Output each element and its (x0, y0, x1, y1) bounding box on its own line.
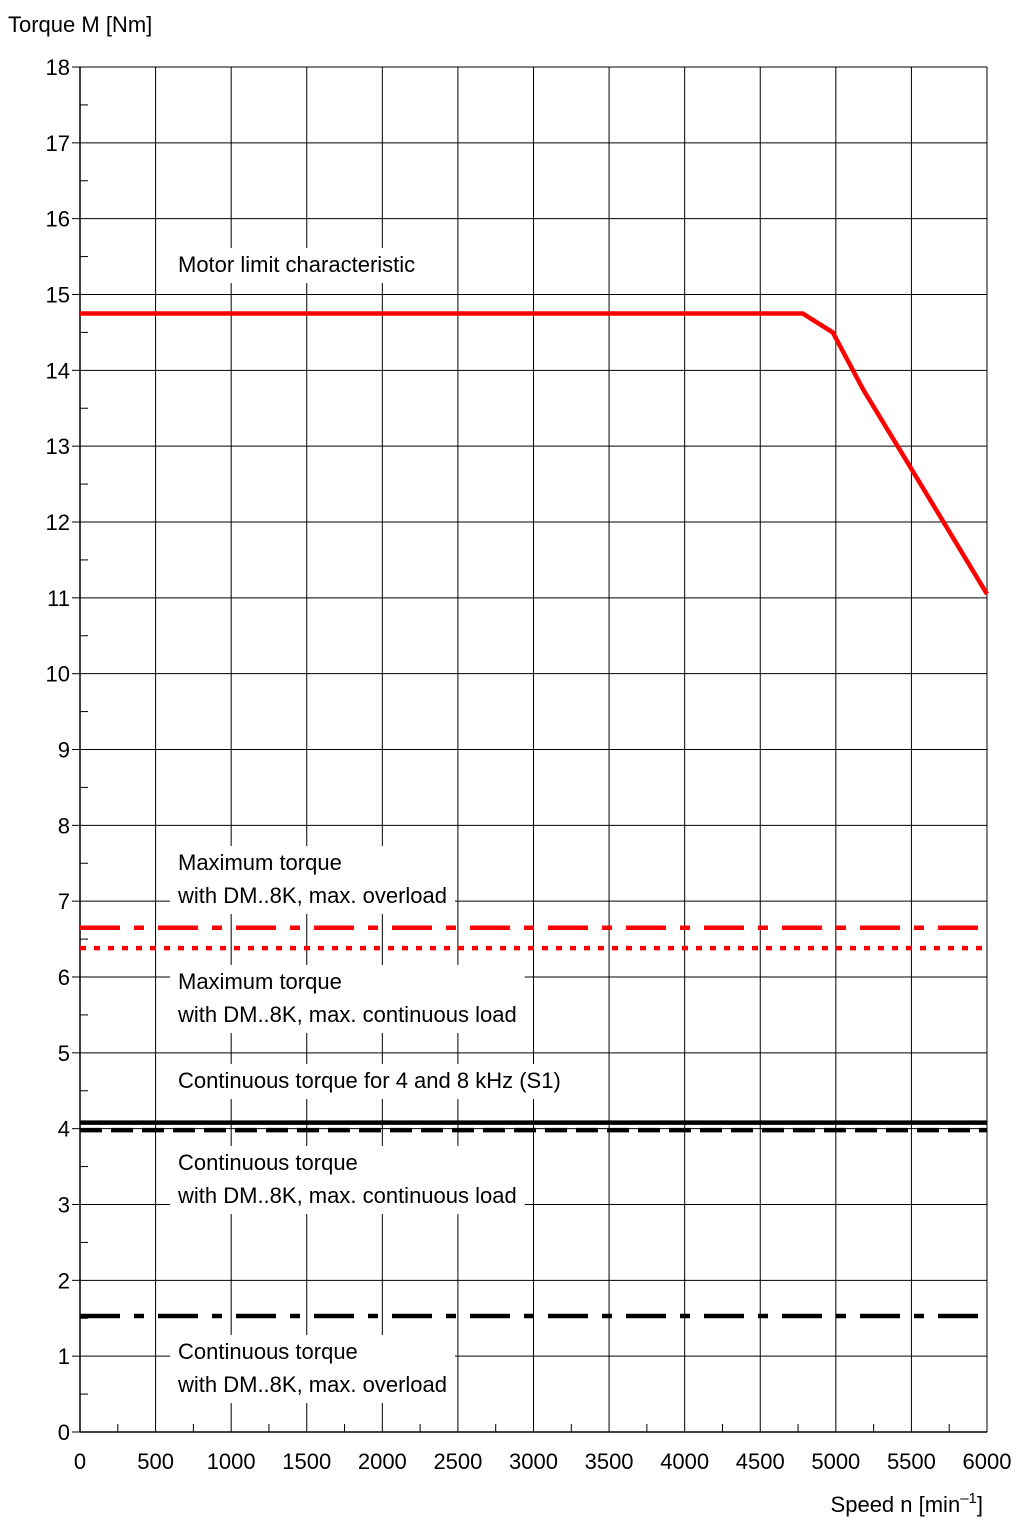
x-axis-title-sup: –1 (960, 1490, 977, 1507)
annotation-line: with DM..8K, max. overload (177, 1372, 447, 1397)
y-tick-label: 12 (46, 510, 70, 535)
y-tick-label: 9 (58, 738, 70, 763)
y-tick-label: 1 (58, 1344, 70, 1369)
x-tick-labels: 0 500 1000 1500 2000 2500 3000 3500 4000 4500 5000… (74, 1449, 1012, 1474)
annotation-line: Maximum torque (178, 850, 342, 875)
annotation-bg (170, 1064, 569, 1099)
x-tick-label: 4500 (736, 1449, 785, 1474)
annotation-cont-s1: Continuous torque for 4 and 8 kHz (S1) (170, 1064, 569, 1099)
annotation-cont-overload: Continuous torque with DM..8K, max. overl… (170, 1335, 455, 1403)
x-tick-label: 4000 (660, 1449, 709, 1474)
y-tick-label: 11 (47, 586, 70, 611)
y-tick-label: 15 (46, 283, 70, 308)
annotation-line: Motor limit characteristic (178, 252, 415, 277)
annotation-line: Continuous torque (178, 1150, 358, 1175)
annotation-line: Continuous torque for 4 and 8 kHz (S1) (178, 1068, 561, 1093)
y-tick-label: 4 (58, 1117, 70, 1142)
annotation-bg (170, 248, 424, 283)
y-tick-label: 18 (46, 55, 70, 80)
y-tick-label: 5 (58, 1041, 70, 1066)
x-tick-label: 2500 (433, 1449, 482, 1474)
x-tick-label: 5500 (887, 1449, 936, 1474)
y-tick-label: 13 (46, 434, 70, 459)
x-tick-label: 500 (137, 1449, 174, 1474)
x-tick-label: 6000 (963, 1449, 1012, 1474)
y-tick-label: 10 (46, 662, 70, 687)
x-tick-label: 3500 (585, 1449, 634, 1474)
x-axis-title-end: ] (977, 1492, 983, 1517)
annotation-line: Maximum torque (178, 969, 342, 994)
annotation-line: with DM..8K, max. continuous load (177, 1002, 517, 1027)
x-tick-label: 1000 (207, 1449, 256, 1474)
y-tick-label: 14 (46, 358, 70, 383)
y-tick-label: 6 (58, 965, 70, 990)
annotation-bg (170, 1335, 455, 1403)
annotation-line: with DM..8K, max. overload (177, 883, 447, 908)
minor-ticks (80, 104, 950, 1432)
x-tick-label: 1500 (282, 1449, 331, 1474)
series-line-0 (80, 311, 989, 596)
annotation-max-overload: Maximum torque with DM..8K, max. overload (170, 846, 455, 914)
x-axis-title: Speed n [min–1] (831, 1490, 983, 1517)
annotations: Motor limit characteristic Maximum torque… (170, 248, 569, 1403)
x-tick-label: 3000 (509, 1449, 558, 1474)
annotation-line: Continuous torque (178, 1339, 358, 1364)
y-tick-label: 17 (46, 131, 70, 156)
annotation-max-continuous: Maximum torque with DM..8K, max. continuo… (170, 965, 525, 1033)
series-lines (80, 311, 989, 1319)
annotation-line: with DM..8K, max. continuous load (177, 1183, 517, 1208)
x-tick-label: 5000 (811, 1449, 860, 1474)
y-tick-label: 7 (58, 889, 70, 914)
annotation-bg (170, 1146, 525, 1214)
y-axis-title: Torque M [Nm] (8, 12, 152, 37)
annotation-motor-limit: Motor limit characteristic (170, 248, 424, 283)
annotation-cont-continuous: Continuous torque with DM..8K, max. conti… (170, 1146, 525, 1214)
x-tick-label: 0 (74, 1449, 86, 1474)
y-tick-label: 0 (58, 1420, 70, 1445)
y-tick-label: 16 (46, 207, 70, 232)
annotation-bg (170, 965, 525, 1033)
x-axis-title-main: Speed n [min (831, 1492, 961, 1517)
y-tick-label: 3 (58, 1193, 70, 1218)
x-tick-label: 2000 (358, 1449, 407, 1474)
annotation-bg (170, 846, 455, 914)
y-tick-label: 2 (58, 1268, 70, 1293)
y-tick-label: 8 (58, 813, 70, 838)
